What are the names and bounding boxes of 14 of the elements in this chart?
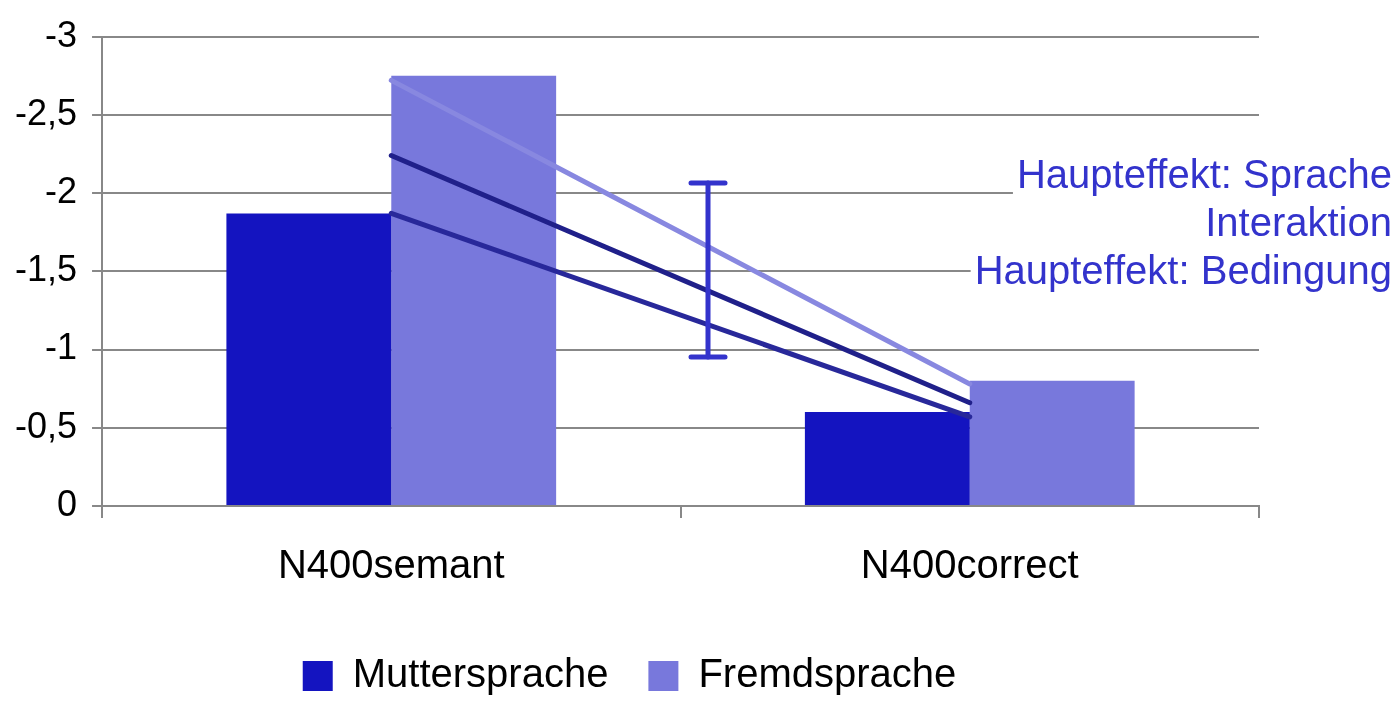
- legend-label: Muttersprache: [352, 651, 609, 696]
- annotation: Haupteffekt: Sprache: [1016, 151, 1392, 196]
- y-tick-label: -1,5: [14, 248, 78, 290]
- y-tick-label: 0: [57, 482, 78, 524]
- legend-label: Fremdsprache: [698, 651, 957, 696]
- x-tick-label: N400semant: [277, 542, 505, 587]
- y-tick-label: -0,5: [14, 404, 78, 446]
- x-tick-label: N400correct: [860, 542, 1079, 587]
- annotation: Interaktion: [1205, 199, 1392, 244]
- y-tick-label: -2: [45, 169, 78, 211]
- y-tick-label: -2,5: [14, 91, 78, 133]
- y-tick-label: -1: [45, 326, 78, 368]
- y-tick-label: -3: [45, 13, 78, 55]
- annotation: Haupteffekt: Bedingung: [974, 247, 1392, 292]
